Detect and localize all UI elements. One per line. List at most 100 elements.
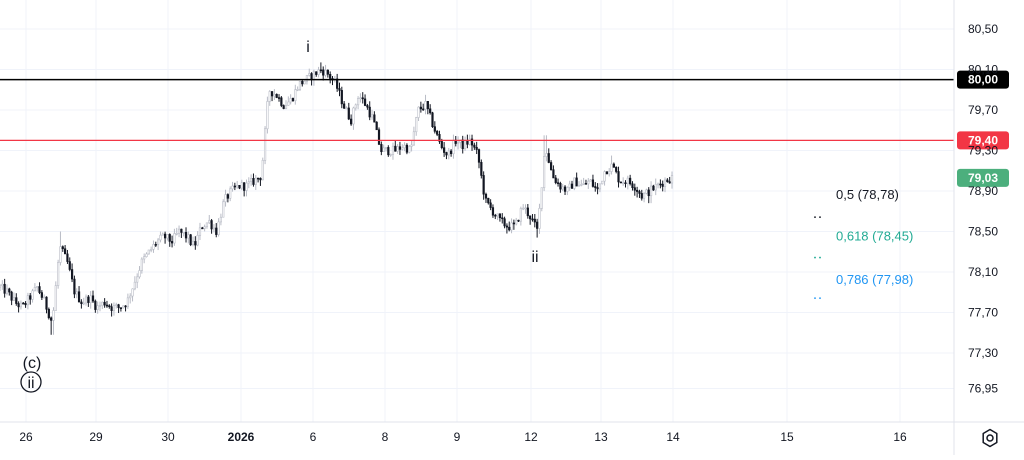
candle-body bbox=[317, 69, 320, 75]
candle-body bbox=[343, 103, 346, 109]
candle-body bbox=[549, 162, 553, 170]
fib-level-marker bbox=[814, 216, 816, 219]
candle-body bbox=[257, 177, 260, 180]
candle-body bbox=[101, 301, 104, 306]
candle-body bbox=[617, 171, 620, 183]
candle-body bbox=[282, 105, 285, 109]
candle-body bbox=[552, 169, 555, 179]
candle-body bbox=[401, 147, 404, 150]
candle-body bbox=[131, 288, 134, 297]
candle-body bbox=[368, 106, 371, 118]
candle-body bbox=[477, 149, 481, 163]
current-price-label: 79,03 bbox=[968, 171, 998, 185]
x-tick-label: 2026 bbox=[228, 430, 255, 444]
candle-body bbox=[52, 310, 55, 321]
candle-body bbox=[217, 221, 220, 235]
candle-body bbox=[322, 69, 325, 76]
candle-body bbox=[338, 88, 341, 91]
y-tick-label: 80,50 bbox=[968, 22, 998, 36]
candle-body bbox=[296, 89, 299, 91]
candle-body bbox=[31, 290, 34, 300]
candle-body bbox=[556, 182, 560, 184]
candle-body bbox=[417, 106, 420, 118]
candle-body bbox=[598, 183, 602, 190]
y-tick-label: 78,10 bbox=[968, 265, 998, 279]
settings-gear-icon[interactable] bbox=[976, 424, 1004, 452]
candle-body bbox=[163, 233, 167, 239]
y-tick-label: 77,70 bbox=[968, 306, 998, 320]
candle-body bbox=[522, 207, 525, 210]
candle-body bbox=[533, 218, 536, 223]
candle-body bbox=[126, 297, 129, 308]
candle-body bbox=[505, 225, 509, 228]
candle-body bbox=[405, 144, 409, 153]
candle-body bbox=[38, 286, 41, 293]
fib-retracement[interactable]: 0,5 (78,78) 0,618 (78,45) 0,786 (77,98) bbox=[814, 187, 913, 300]
candle-body bbox=[359, 97, 362, 100]
candle-body bbox=[19, 302, 23, 308]
candle-body bbox=[143, 256, 146, 260]
candle-body bbox=[66, 253, 69, 262]
candle-body bbox=[612, 163, 615, 168]
grid bbox=[0, 0, 954, 422]
candle-body bbox=[431, 112, 434, 127]
candle-body bbox=[559, 183, 562, 190]
candle-body bbox=[396, 146, 399, 152]
candle-body bbox=[410, 144, 413, 147]
candle-body bbox=[587, 180, 590, 185]
candle-body bbox=[633, 187, 636, 191]
x-tick-label: 13 bbox=[594, 430, 608, 444]
candle-body bbox=[543, 156, 546, 189]
candle-body bbox=[391, 145, 395, 155]
candle-body bbox=[266, 101, 269, 130]
candle-body bbox=[624, 182, 627, 185]
candle-body bbox=[326, 69, 329, 75]
candle-body bbox=[629, 177, 632, 185]
candle-body bbox=[538, 208, 541, 229]
candle-body bbox=[377, 129, 381, 145]
candle-body bbox=[105, 304, 109, 307]
x-tick-label: 9 bbox=[454, 430, 461, 444]
candle-body bbox=[656, 183, 660, 186]
candle-body bbox=[566, 187, 569, 192]
candle-body bbox=[329, 73, 332, 79]
candle-body bbox=[43, 296, 46, 299]
candle-body bbox=[287, 101, 290, 106]
candle-body bbox=[154, 244, 157, 246]
candle-body bbox=[622, 182, 625, 185]
candle-body bbox=[370, 114, 374, 118]
candle-body bbox=[212, 227, 216, 230]
candle-body bbox=[463, 140, 467, 150]
candle-body bbox=[50, 317, 53, 321]
candle-body bbox=[531, 218, 534, 221]
candle-body bbox=[445, 152, 448, 156]
candle-body bbox=[470, 138, 474, 146]
candle-body bbox=[68, 261, 71, 270]
candle-body bbox=[345, 107, 348, 110]
candle-body bbox=[180, 228, 183, 233]
candle-body bbox=[129, 295, 132, 299]
fib-level-marker bbox=[814, 297, 816, 300]
y-tick-label: 79,70 bbox=[968, 103, 998, 117]
candle-body bbox=[503, 218, 506, 227]
candle-body bbox=[12, 297, 16, 301]
candle-body bbox=[491, 207, 495, 216]
candle-body bbox=[510, 222, 513, 231]
candle-body bbox=[419, 106, 422, 110]
candle-body bbox=[591, 179, 595, 187]
candle-body bbox=[173, 233, 176, 244]
candle-body bbox=[408, 146, 411, 153]
candle-body bbox=[361, 97, 364, 100]
fib-level-marker bbox=[819, 216, 821, 219]
candle-body bbox=[605, 171, 608, 175]
candle-body bbox=[229, 188, 232, 199]
x-tick-label: 16 bbox=[893, 430, 907, 444]
candle-body bbox=[573, 177, 576, 189]
current-price-badge bbox=[957, 168, 1009, 187]
candle-body bbox=[308, 73, 311, 76]
candle-body bbox=[515, 219, 518, 225]
candle-body bbox=[91, 295, 95, 302]
